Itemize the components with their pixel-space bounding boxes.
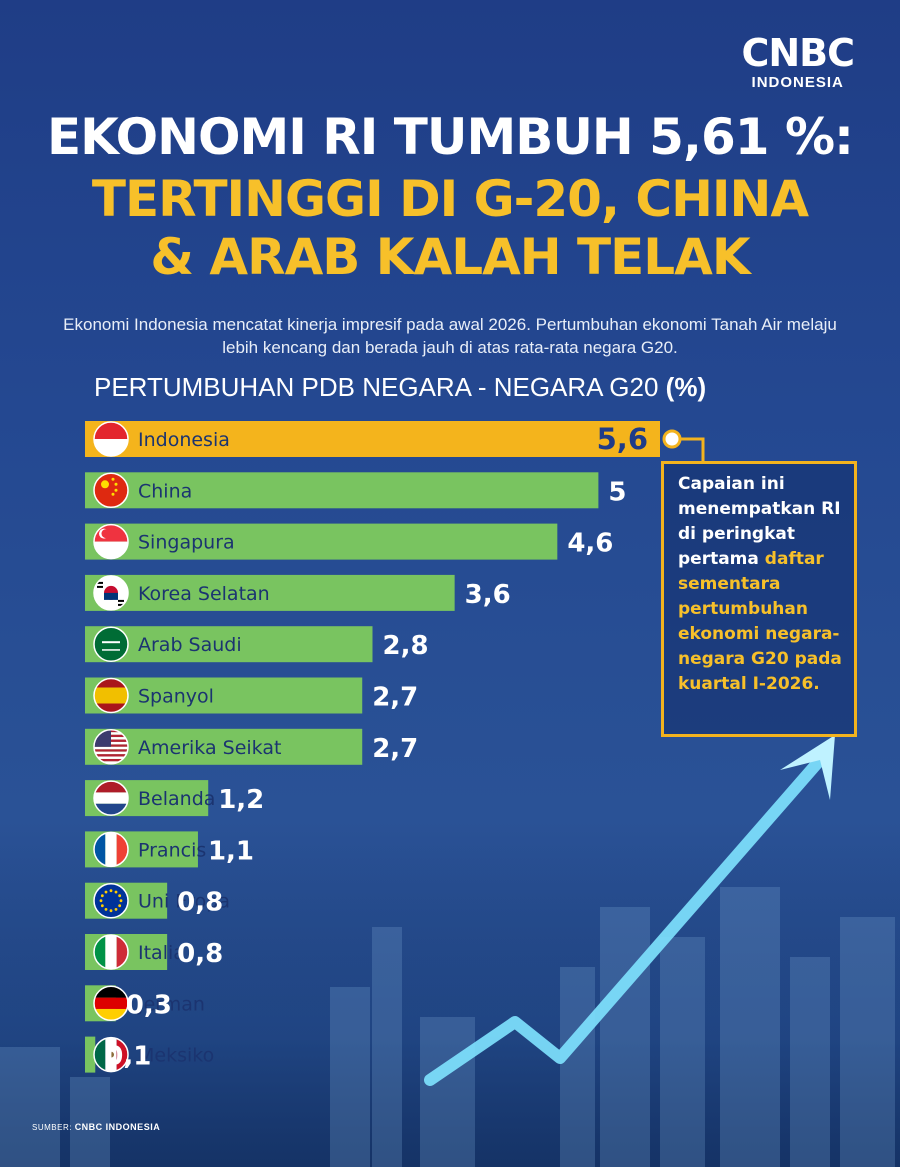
source-label: SUMBER: (32, 1123, 72, 1132)
flag-singapore-icon (93, 523, 129, 560)
headline-line-3: & ARAB KALAH TELAK (150, 228, 750, 286)
value-label-13: 0,1 (105, 1042, 151, 1072)
flag-eu-icon (93, 882, 129, 919)
category-label-12: Jerman (137, 993, 205, 1015)
flag-spain-icon (93, 677, 129, 714)
flag-netherlands-icon (93, 780, 129, 816)
bar-13 (85, 1036, 96, 1073)
value-label-7: 2,7 (372, 734, 418, 764)
value-label-10: 0,8 (177, 888, 223, 918)
category-label-4: Korea Selatan (138, 583, 270, 605)
category-label-6: Spanyol (138, 686, 214, 708)
source-credit: SUMBER: CNBC INDONESIA (32, 1122, 160, 1132)
annotation-white-text: Capaian ini menempatkan RI di peringkat … (678, 474, 841, 569)
category-label-7: Amerika Seikat (138, 737, 281, 759)
flag-china-icon (93, 472, 129, 509)
category-label-8: Belanda (138, 788, 215, 810)
bar-6 (85, 677, 363, 714)
value-label-6: 2,7 (372, 683, 418, 713)
flag-indonesia-icon (93, 421, 129, 457)
flag-saudi-arabia-icon (93, 626, 129, 662)
flag-germany-icon (93, 985, 129, 1022)
source-value: CNBC INDONESIA (74, 1122, 161, 1132)
category-label-1: Indonesia (138, 429, 230, 451)
city-skyline-background (0, 837, 900, 1167)
chart-title: PERTUMBUHAN PDB NEGARA - NEGARA G20 (%) (94, 372, 707, 402)
cnbc-indonesia-logo: CNBC INDONESIA (741, 31, 855, 91)
logo-main-text: CNBC (741, 31, 855, 75)
headline-line-1: EKONOMI RI TUMBUH 5,61 %: (46, 108, 854, 166)
category-label-13: Meksiko (138, 1045, 214, 1067)
growth-arrow-head (780, 735, 835, 800)
value-label-3: 4,6 (567, 529, 613, 559)
category-label-11: Italia (138, 942, 185, 964)
category-label-9: Prancis (138, 839, 206, 861)
flag-south-korea-icon (93, 575, 129, 611)
chart-title-unit: (%) (665, 372, 707, 402)
annotation-connector-dot (662, 429, 682, 449)
annotation-connector (680, 437, 705, 461)
category-label-3: Singapura (138, 532, 235, 554)
annotation-yellow-text: daftar sementara pertumbuhan ekonomi neg… (678, 549, 842, 694)
value-label-12: 0,3 (126, 990, 172, 1020)
value-label-11: 0,8 (177, 939, 223, 969)
logo-sub-text: INDONESIA (751, 74, 844, 91)
bar-7 (85, 728, 363, 765)
subtitle-text: Ekonomi Indonesia mencatat kinerja impre… (63, 315, 837, 357)
annotation-box: Capaian ini menempatkan RI di peringkat … (661, 461, 857, 737)
bar-5 (85, 626, 373, 663)
flag-usa-icon (93, 729, 129, 765)
value-label-1: 5,6 (597, 422, 648, 456)
category-label-2: China (138, 480, 192, 502)
flag-mexico-icon (93, 1036, 129, 1073)
bar-3 (85, 523, 558, 560)
growth-arrow-line (424, 754, 826, 1086)
category-label-5: Arab Saudi (138, 634, 242, 656)
headline-line-2: TERTINGGI DI G-20, CHINA (91, 170, 809, 228)
flag-france-icon (93, 831, 129, 868)
bar-4 (85, 574, 455, 611)
bar-1 (85, 421, 660, 457)
category-label-10: Uni Eropa (138, 891, 230, 913)
bar-2 (85, 472, 599, 509)
value-label-2: 5 (608, 477, 626, 507)
flag-italy-icon (93, 934, 129, 970)
value-label-8: 1,2 (218, 785, 264, 815)
value-label-5: 2,8 (383, 631, 429, 661)
value-label-9: 1,1 (208, 836, 254, 866)
value-label-4: 3,6 (465, 580, 511, 610)
